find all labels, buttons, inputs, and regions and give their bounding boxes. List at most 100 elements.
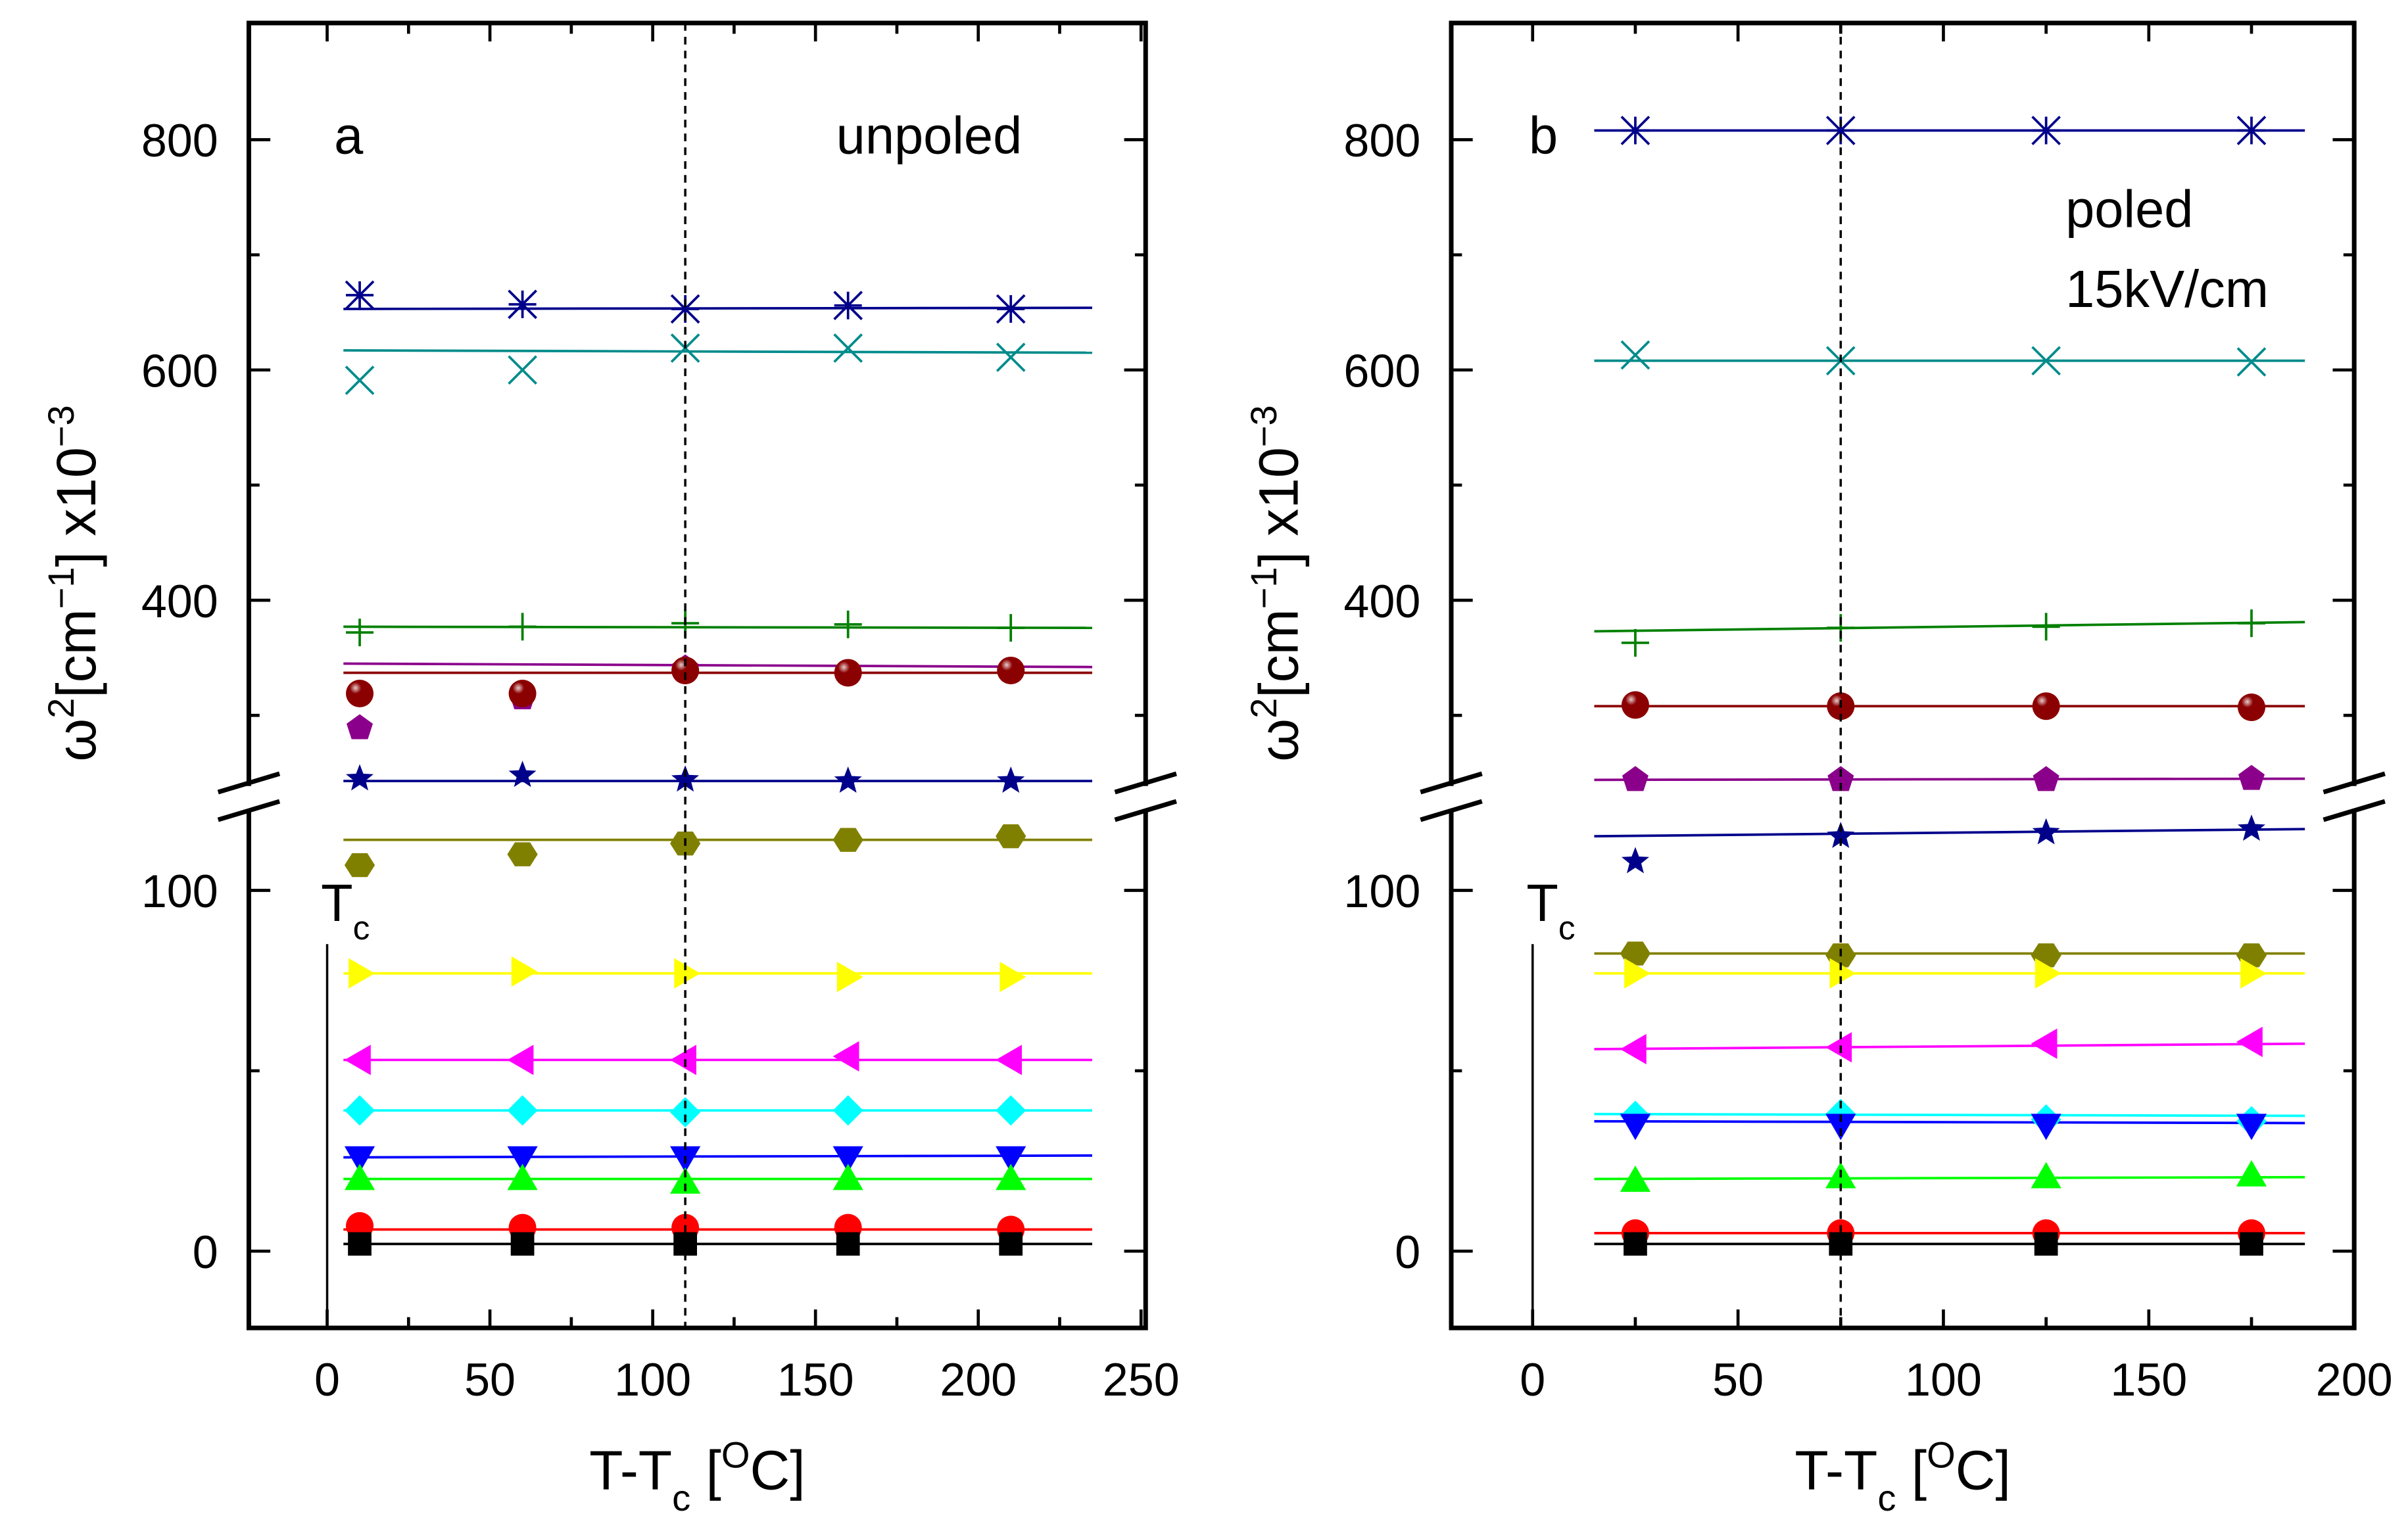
square-marker [999,1232,1023,1256]
x-marker [996,342,1026,372]
x-marker [1620,340,1650,370]
triangle-up-marker [507,1164,538,1190]
x-marker [2236,347,2267,377]
hexagon-marker [832,828,863,852]
x-tick-label: 200 [2316,1354,2393,1405]
x-label-main: T-T [589,1439,672,1501]
diamond-marker [344,1095,375,1126]
sphere-marker-highlight [346,679,374,708]
x-label-end: C] [750,1439,806,1501]
x-tick-label: 0 [1520,1354,1545,1405]
x-tick-label: 100 [1905,1354,1982,1405]
panel-a: Tc 0 50 100 150 200 250 0 100 400 600 800 a unpoled T-… [40,20,1180,1518]
x-tick-label: 150 [2110,1354,2187,1405]
series-triangle-left [1594,1042,2305,1050]
sphere-marker-highlight [671,656,700,684]
y-label-mid2: ] x10 [1247,447,1309,567]
triangle-down-marker [1825,1114,1856,1141]
sphere-marker-highlight [2032,692,2060,720]
y-tick-label: 800 [1343,115,1420,166]
triangle-up-marker [2031,1162,2061,1188]
y-label-sup2: −1 [1243,567,1284,609]
x-marker [508,355,537,385]
y-label-sup2: −1 [40,567,82,609]
markers-square [348,1232,1023,1256]
plus-marker [2032,613,2060,641]
fit-line [343,306,1092,310]
pentagon-marker [1827,766,1854,791]
triangle-down-marker [2031,1114,2061,1141]
axis-break-mark [1114,771,1177,822]
triangle-right-marker [2035,958,2061,989]
plus-marker [834,610,862,638]
asterisk-marker [996,294,1026,324]
fit-line [1594,777,2305,782]
series-triangle-down [1594,1119,2305,1125]
series-diamond [1594,1112,2305,1117]
series-x [343,349,1092,354]
axis-break-mark [1420,771,1483,822]
panel-annotation: 15kV/cm [2065,260,2269,318]
triangle-down-marker [1620,1114,1651,1141]
fit-line [343,625,1092,630]
triangle-up-marker [670,1167,701,1194]
hexagon-marker [507,842,538,866]
triangle-down-marker [2236,1114,2267,1141]
triangle-right-marker [511,956,538,987]
panel-annotation: unpoled [836,106,1023,165]
tc-label-sub: c [1558,908,1576,947]
sphere-marker-highlight [1621,691,1649,719]
fit-line [343,1154,1092,1159]
star-marker [2238,814,2265,841]
markers-sphere [346,656,1025,708]
markers-x [1620,340,2267,377]
square-marker [1624,1232,1647,1256]
fit-line [1594,828,2305,838]
y-label-main: ω [45,718,107,762]
series-star [1594,828,2305,838]
y-tick-label: 600 [1343,346,1420,397]
fit-line [1594,621,2305,633]
markers-plus [1621,609,2266,657]
tc-label-main: T [321,874,353,932]
panel-label: b [1529,106,1558,165]
hexagon-marker [996,824,1026,849]
triangle-down-marker [507,1146,538,1173]
square-marker [836,1232,860,1256]
markers-triangle-left [1620,1026,2263,1065]
x-tick-label: 50 [464,1354,516,1405]
star-marker [671,765,700,792]
triangle-right-marker [836,962,863,993]
plus-marker [2237,609,2266,638]
series-plus [1594,621,2305,633]
triangle-left-marker [344,1045,371,1075]
diamond-marker [996,1095,1026,1126]
markers-triangle-left [344,1041,1023,1075]
asterisk-marker [670,294,700,324]
markers-triangle-right [1624,958,2267,989]
y-label-sup3: −3 [1243,405,1284,447]
x-label-end: C] [1956,1439,2011,1501]
triangle-left-marker [670,1045,696,1075]
square-marker [2240,1232,2263,1256]
y-tick-label: 800 [141,115,218,166]
markers-triangle-right [349,956,1026,993]
series-plus [343,625,1092,630]
diamond-marker [507,1095,538,1126]
markers-star [1621,814,2265,874]
x-marker [2031,346,2061,376]
x-tick-label: 0 [314,1354,340,1405]
asterisk-marker [345,280,375,310]
series-pentagon [343,662,1092,669]
asterisk-marker [833,291,863,321]
y-tick-label: 100 [141,866,218,917]
square-marker [510,1232,535,1256]
y-tick-label: 400 [1343,576,1420,627]
y-label-mid: [cm [45,609,107,697]
triangle-up-marker [344,1164,375,1190]
x-axis-label: T-Tc [OC] [589,1434,805,1518]
square-marker [348,1232,372,1256]
plot-frame [1449,20,2357,1330]
asterisk-marker [2236,116,2267,145]
